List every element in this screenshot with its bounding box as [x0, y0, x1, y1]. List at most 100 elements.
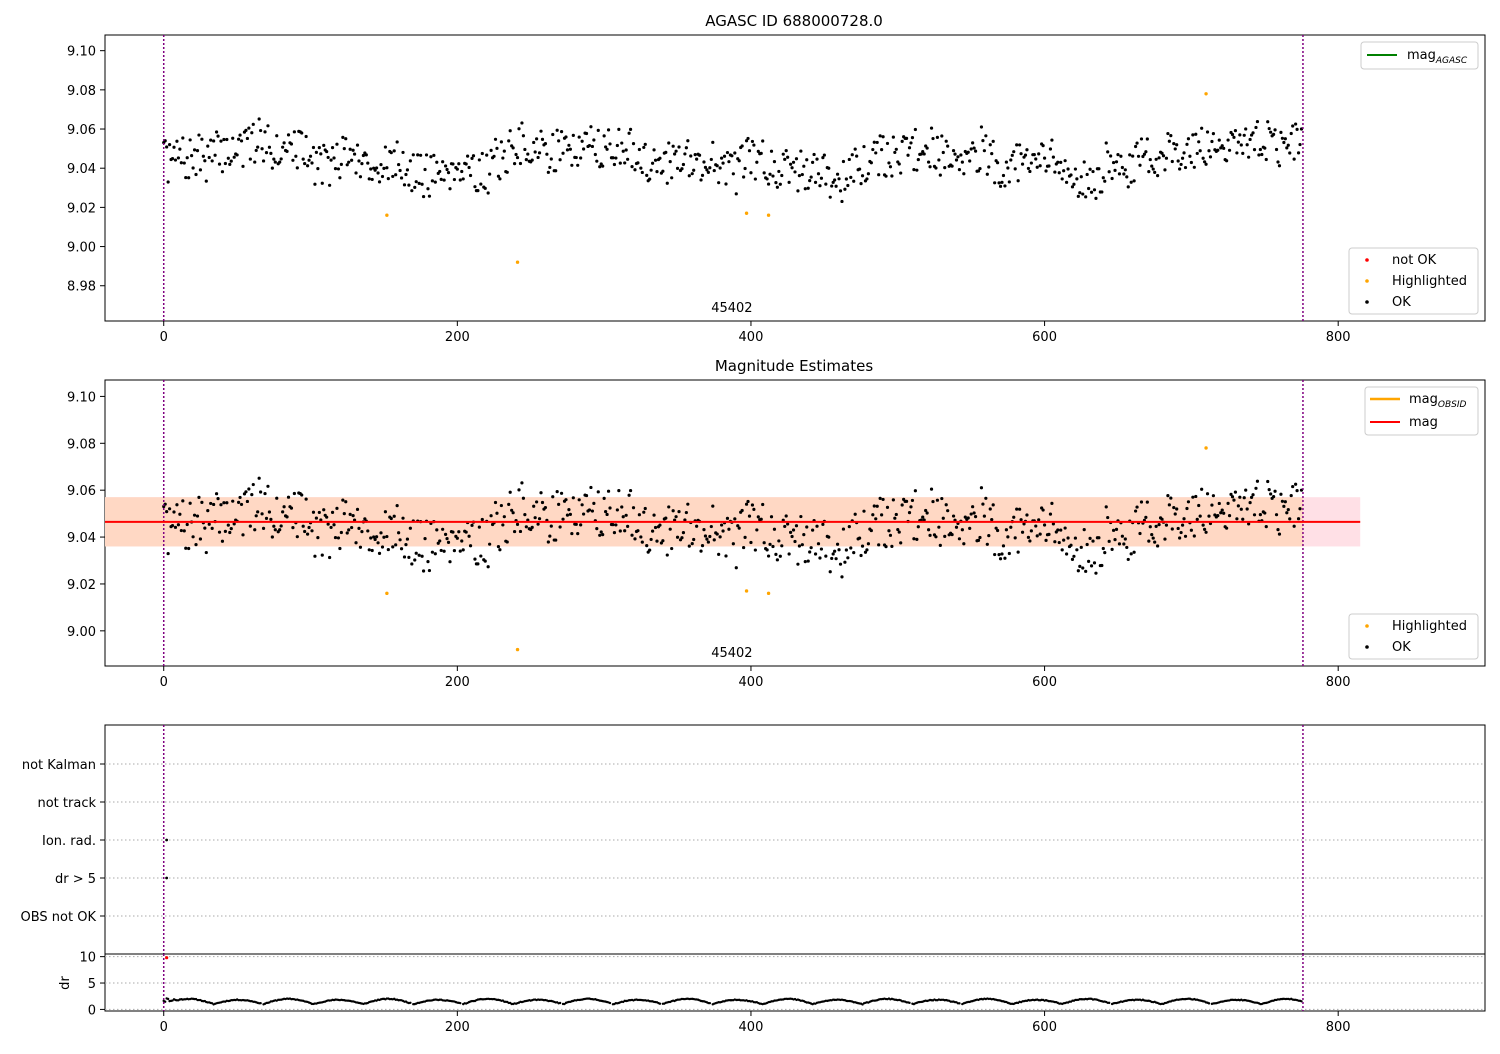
- ok-point: [1205, 130, 1210, 134]
- ok-point: [281, 145, 285, 149]
- ok-point: [973, 149, 978, 153]
- ok-point: [467, 534, 471, 538]
- ok-point: [222, 137, 226, 142]
- ok-point: [601, 164, 605, 168]
- ok-point: [838, 189, 843, 193]
- ok-point: [182, 161, 186, 165]
- dr-point: [459, 1001, 462, 1005]
- ok-point: [846, 556, 850, 560]
- ok-point: [427, 568, 432, 573]
- ok-point: [959, 153, 963, 157]
- ok-point: [279, 157, 283, 161]
- ok-point: [595, 159, 599, 163]
- ok-point: [1217, 501, 1221, 506]
- ok-point: [1264, 157, 1268, 162]
- ok-point: [505, 170, 509, 174]
- ok-point: [589, 485, 593, 490]
- ok-point: [606, 489, 611, 493]
- ok-point: [244, 490, 248, 494]
- ok-point: [1001, 173, 1006, 178]
- dr-x-tick-label: 0: [160, 1020, 168, 1035]
- ok-point: [376, 541, 380, 545]
- ok-point: [1241, 151, 1245, 155]
- ok-point: [530, 525, 534, 530]
- ok-point: [794, 524, 799, 528]
- ok-point: [1034, 524, 1038, 528]
- ok-point: [799, 514, 803, 519]
- ok-point: [1249, 495, 1254, 500]
- ok-point: [1232, 498, 1236, 502]
- ok-point: [358, 545, 363, 549]
- ok-point: [549, 157, 553, 161]
- ok-point: [730, 154, 734, 158]
- ok-point: [179, 161, 183, 165]
- ok-point: [1166, 494, 1170, 498]
- ok-point: [377, 180, 382, 184]
- ok-point: [1169, 134, 1173, 138]
- ok-point: [307, 525, 311, 530]
- ok-point: [793, 170, 797, 174]
- ok-point: [1123, 168, 1127, 172]
- ok-point: [909, 505, 913, 509]
- dr-panel: 0 5 10 0 200 400 600 800 dr: [58, 951, 1486, 1035]
- ok-point: [784, 514, 788, 518]
- ok-point: [485, 153, 489, 157]
- ok-point: [1226, 501, 1230, 505]
- ok-point: [1079, 175, 1083, 179]
- ok-point: [238, 133, 242, 137]
- ok-point: [395, 140, 399, 144]
- ok-point: [187, 546, 191, 551]
- ok-point: [228, 162, 232, 167]
- ok-point: [407, 555, 411, 559]
- flag-label: not Kalman: [22, 758, 96, 773]
- ok-point: [984, 496, 988, 500]
- ok-point: [835, 542, 840, 546]
- ok-point: [1035, 165, 1039, 169]
- ok-point: [621, 515, 625, 519]
- ok-point: [724, 182, 728, 186]
- ok-point: [1070, 185, 1075, 189]
- ok-point: [1029, 529, 1033, 533]
- ok-point: [1104, 505, 1108, 509]
- ok-point: [489, 514, 493, 518]
- ok-point: [1207, 514, 1211, 518]
- ok-point: [580, 503, 584, 507]
- ok-point: [417, 553, 421, 557]
- ok-point: [1291, 484, 1295, 489]
- ok-point: [517, 488, 521, 492]
- ok-point: [824, 182, 828, 186]
- ok-point: [734, 566, 738, 570]
- ok-point: [518, 529, 523, 534]
- ok-point: [533, 516, 537, 520]
- ok-point: [319, 518, 323, 522]
- ok-point: [674, 149, 678, 153]
- ok-point: [417, 181, 421, 186]
- ok-point: [1075, 177, 1079, 181]
- ok-point: [571, 496, 575, 500]
- ok-point: [524, 525, 528, 529]
- ok-point: [1257, 153, 1261, 157]
- ok-point: [843, 187, 847, 191]
- ok-point: [1092, 188, 1097, 192]
- ok-point: [1012, 150, 1016, 154]
- ok-point: [687, 544, 691, 548]
- ok-point: [185, 522, 189, 527]
- ok-point: [1135, 505, 1139, 509]
- ok-point: [557, 139, 561, 143]
- ok-point: [1258, 513, 1262, 517]
- ok-point: [592, 138, 596, 142]
- ok-point: [458, 178, 462, 182]
- ok-point: [643, 142, 647, 146]
- ok-point: [212, 502, 216, 507]
- ok-point: [791, 160, 796, 164]
- ok-point: [1092, 561, 1097, 565]
- ok-point: [1230, 495, 1235, 499]
- ok-point: [232, 522, 236, 526]
- ok-point: [1032, 153, 1036, 157]
- ok-point: [446, 171, 451, 175]
- flags-content: OBS not OK dr > 5 Ion. rad. not track not Ka…: [21, 725, 1485, 954]
- ok-point: [241, 164, 245, 168]
- ok-point: [1084, 569, 1088, 573]
- ok-point: [1286, 508, 1290, 512]
- ok-point: [342, 147, 346, 151]
